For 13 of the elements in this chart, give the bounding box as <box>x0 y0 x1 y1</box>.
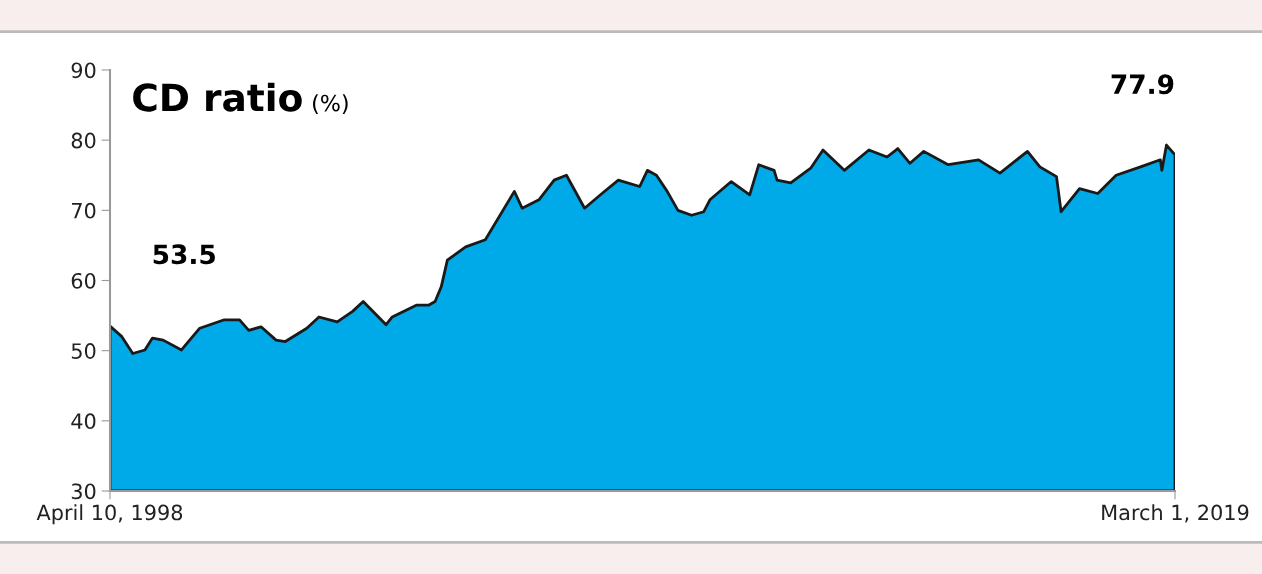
annotation: 53.5 <box>153 244 215 265</box>
y-tick-label: 50 <box>71 343 96 359</box>
y-axis-title: (%) <box>313 94 348 115</box>
y-tick-label: 30 <box>71 483 96 500</box>
chart-title: CD ratio <box>133 82 302 112</box>
y-tick-label: 60 <box>71 272 96 289</box>
y-tick-label: 40 <box>71 413 96 430</box>
x-tick-label: April 10, 1998 <box>36 504 183 525</box>
annotation: 77.9 <box>1111 74 1174 95</box>
y-tick-label: 80 <box>71 132 96 149</box>
y-tick-label: 90 <box>71 62 96 79</box>
x-tick-label: March 1, 2019 <box>1102 504 1249 523</box>
y-tick-label: 70 <box>72 202 96 219</box>
